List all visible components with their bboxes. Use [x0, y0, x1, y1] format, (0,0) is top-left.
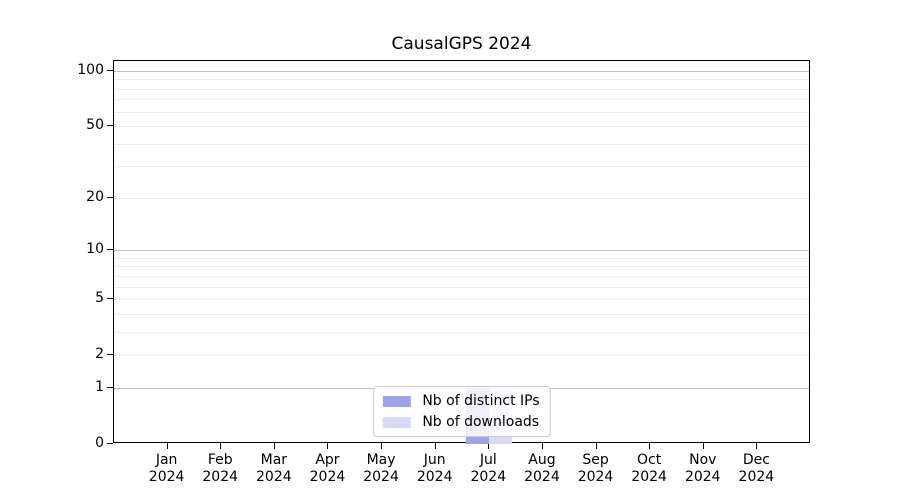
- chart-title: CausalGPS 2024: [391, 34, 532, 54]
- y-major-gridline: [114, 250, 809, 252]
- x-tick-mark: [595, 443, 597, 449]
- x-tick-mark: [381, 443, 383, 449]
- x-tick-label: Jun 2024: [416, 452, 453, 485]
- y-tick-label: 5: [95, 290, 104, 307]
- y-minor-gridline: [114, 299, 809, 301]
- x-tick-label: Nov 2024: [684, 452, 721, 485]
- y-minor-gridline: [114, 88, 809, 90]
- y-tick-label: 2: [95, 346, 104, 363]
- y-minor-gridline: [114, 143, 809, 145]
- y-tick-mark: [107, 386, 113, 388]
- legend-label-downloads: Nb of downloads: [422, 414, 540, 430]
- y-tick-mark: [107, 298, 113, 300]
- legend-swatch-downloads: [382, 416, 411, 428]
- legend-label-distinct-ips: Nb of distinct IPs: [422, 393, 540, 409]
- y-minor-gridline: [114, 99, 809, 101]
- legend: Nb of distinct IPs Nb of downloads: [372, 386, 551, 437]
- x-tick-mark: [541, 443, 543, 449]
- y-minor-gridline: [114, 111, 809, 113]
- y-minor-gridline: [114, 79, 809, 81]
- y-minor-gridline: [114, 331, 809, 333]
- y-minor-gridline: [114, 313, 809, 315]
- y-tick-label: 20: [86, 188, 104, 205]
- x-tick-mark: [649, 443, 651, 449]
- x-tick-label: May 2024: [363, 452, 399, 485]
- x-tick-mark: [327, 443, 329, 449]
- y-tick-mark: [107, 125, 113, 127]
- x-tick-mark: [273, 443, 275, 449]
- y-tick-mark: [107, 69, 113, 71]
- y-minor-gridline: [114, 126, 809, 128]
- x-tick-mark: [488, 443, 490, 449]
- legend-item-distinct-ips: Nb of distinct IPs: [382, 393, 540, 409]
- x-tick-label: Dec 2024: [738, 452, 775, 485]
- x-tick-mark: [434, 443, 436, 449]
- y-minor-gridline: [114, 275, 809, 277]
- plot-area: Nb of distinct IPs Nb of downloads: [113, 60, 810, 444]
- y-minor-gridline: [114, 355, 809, 357]
- y-minor-gridline: [114, 286, 809, 288]
- y-minor-gridline: [114, 266, 809, 268]
- y-minor-gridline: [114, 197, 809, 199]
- y-minor-gridline: [114, 257, 809, 259]
- y-major-gridline: [114, 70, 809, 72]
- x-tick-label: Sep 2024: [577, 452, 614, 485]
- x-tick-label: Aug 2024: [524, 452, 560, 485]
- x-tick-mark: [166, 443, 168, 449]
- x-tick-mark: [220, 443, 222, 449]
- y-tick-label: 10: [86, 241, 104, 258]
- y-tick-mark: [107, 196, 113, 198]
- y-tick-label: 50: [86, 117, 104, 134]
- legend-item-downloads: Nb of downloads: [382, 414, 539, 430]
- x-tick-label: Oct 2024: [631, 452, 667, 485]
- y-tick-mark: [107, 249, 113, 251]
- y-tick-mark: [107, 354, 113, 356]
- x-tick-label: Jul 2024: [470, 452, 507, 485]
- y-tick-label: 100: [77, 61, 104, 78]
- x-tick-label: Apr 2024: [309, 452, 346, 485]
- x-tick-mark: [756, 443, 758, 449]
- y-tick-label: 1: [95, 378, 104, 395]
- x-tick-label: Jan 2024: [148, 452, 185, 485]
- x-tick-label: Mar 2024: [256, 452, 292, 485]
- y-tick-label: 0: [95, 435, 104, 451]
- x-tick-label: Feb 2024: [202, 452, 239, 485]
- y-tick-mark: [107, 443, 113, 444]
- legend-swatch-distinct-ips: [382, 395, 411, 407]
- x-tick-mark: [702, 443, 704, 449]
- y-minor-gridline: [114, 166, 809, 168]
